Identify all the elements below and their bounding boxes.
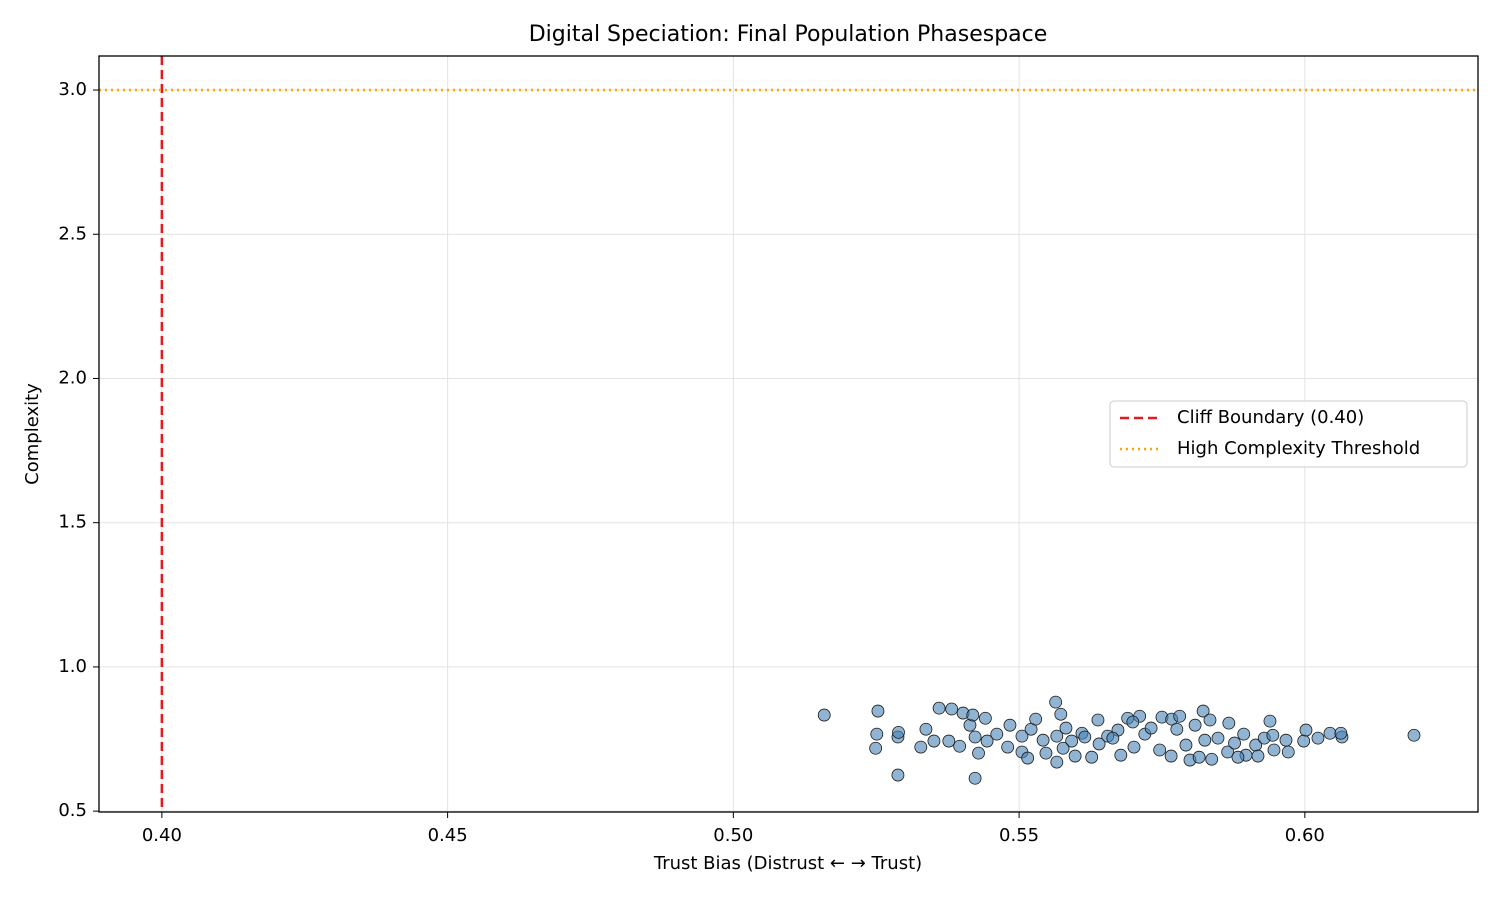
point: [968, 771, 982, 785]
legend-label: Cliff Boundary (0.40): [1177, 407, 1364, 428]
legend-box: [1109, 400, 1468, 468]
point: [1106, 731, 1120, 745]
point: [927, 734, 941, 748]
point: [1323, 726, 1337, 740]
point: [919, 722, 933, 736]
point: [1231, 750, 1245, 764]
point: [942, 734, 956, 748]
point: [1021, 751, 1035, 765]
point: [1085, 750, 1099, 764]
point: [1065, 734, 1079, 748]
legend-label: High Complexity Threshold: [1177, 438, 1420, 459]
point: [1059, 721, 1073, 735]
y-axis-label: Complexity: [22, 383, 43, 485]
point: [1192, 750, 1206, 764]
point: [1001, 740, 1015, 754]
point: [1091, 713, 1105, 727]
point: [1267, 743, 1281, 757]
point: [891, 768, 905, 782]
point: [1237, 727, 1251, 741]
point: [1196, 704, 1210, 718]
point: [1173, 709, 1187, 723]
point: [1126, 715, 1140, 729]
plot-frame: [98, 55, 1479, 813]
y-tick-label: 3.0: [58, 79, 87, 100]
chart-title: Digital Speciation: Final Population Pha…: [529, 22, 1048, 47]
point: [817, 708, 831, 722]
point: [1050, 755, 1064, 769]
point: [1188, 718, 1202, 732]
y-tick-label: 2.0: [58, 367, 87, 388]
point: [1334, 726, 1348, 740]
point: [1164, 749, 1178, 763]
point: [1203, 713, 1217, 727]
point: [978, 711, 992, 725]
point: [1299, 723, 1313, 737]
point: [1251, 749, 1265, 763]
point: [1114, 748, 1128, 762]
point: [1279, 733, 1293, 747]
point: [990, 727, 1004, 741]
y-tick-label: 1.5: [58, 512, 87, 533]
point: [1179, 738, 1193, 752]
point: [869, 741, 883, 755]
point: [1297, 734, 1311, 748]
point: [914, 740, 928, 754]
point: [1050, 729, 1064, 743]
point: [980, 734, 994, 748]
point: [972, 746, 985, 760]
y-tick-label: 0.5: [58, 800, 87, 821]
point: [1407, 728, 1421, 742]
point: [870, 727, 884, 741]
point: [1049, 695, 1063, 709]
x-tick-label: 0.55: [999, 825, 1039, 846]
x-tick-label: 0.60: [1285, 825, 1325, 846]
x-tick-label: 0.50: [713, 825, 753, 846]
point: [1092, 737, 1106, 751]
point: [1039, 746, 1053, 760]
point: [871, 704, 885, 718]
point: [1266, 728, 1280, 742]
point: [1311, 731, 1325, 745]
point: [1170, 722, 1184, 736]
y-tick-label: 1.0: [58, 656, 87, 677]
point: [892, 725, 905, 739]
point: [932, 701, 946, 715]
point: [1127, 740, 1141, 754]
point: [1205, 752, 1219, 766]
y-tick-label: 2.5: [58, 223, 87, 244]
point: [953, 739, 967, 753]
x-tick-label: 0.40: [142, 825, 182, 846]
point: [1198, 733, 1212, 747]
point: [1078, 730, 1092, 744]
point: [1036, 733, 1050, 747]
point: [1015, 729, 1029, 743]
point: [1281, 745, 1295, 759]
point: [1263, 714, 1277, 728]
plot-area: [99, 56, 1478, 812]
point: [1211, 731, 1225, 745]
point: [1228, 736, 1241, 750]
point: [1222, 716, 1236, 730]
point: [1003, 718, 1017, 732]
point: [1153, 743, 1167, 757]
point: [1144, 721, 1158, 735]
point: [945, 702, 959, 716]
point: [1029, 712, 1043, 726]
point: [1054, 707, 1068, 721]
x-axis-label: Trust Bias (Distrust ← → Trust): [653, 853, 922, 874]
point: [1221, 745, 1235, 759]
point: [968, 730, 982, 744]
point: [966, 708, 980, 722]
x-tick-label: 0.45: [428, 825, 468, 846]
point: [1068, 749, 1082, 763]
point: [1056, 741, 1070, 755]
